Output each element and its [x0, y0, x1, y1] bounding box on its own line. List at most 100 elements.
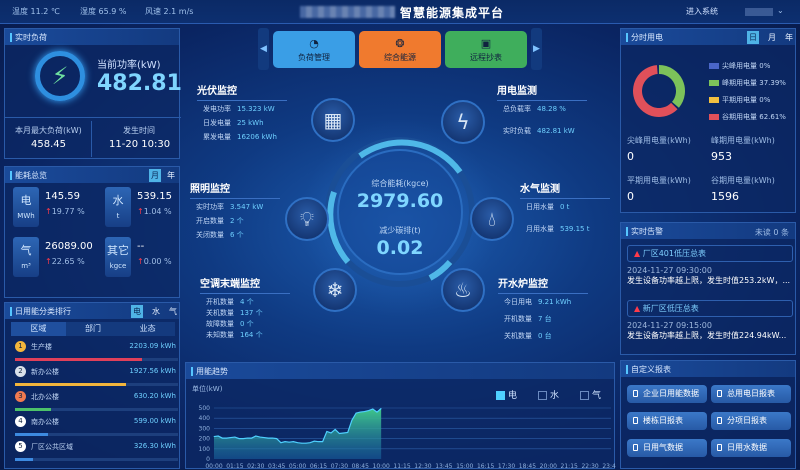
pv-monitor-row: 日发电量 25 kWh	[203, 119, 264, 127]
report-button[interactable]: 企业日用能数据	[627, 385, 707, 403]
ac-monitor-row: 开机数量 4 个	[206, 298, 254, 306]
document-icon	[717, 444, 722, 451]
carbon-value: 0.02	[376, 237, 424, 259]
tab-month[interactable]: 月	[768, 33, 776, 42]
trend-chart: 0 100 200 300 400 500 00:00 01:15 02:30 03:45 05:0…	[199, 405, 616, 470]
current-power-value: 482.81	[97, 71, 182, 96]
legend-water[interactable]: 水	[538, 388, 559, 401]
panel-title: 实时负荷	[15, 32, 47, 42]
occur-time-value: 11-20 10:30	[109, 139, 171, 150]
x-tick-label: 15:00	[456, 463, 473, 470]
energy-value: 539.15	[137, 191, 172, 202]
ranking-row[interactable]: 3 北办公楼 630.20 kWh	[13, 389, 178, 413]
subtab-department[interactable]: 部门	[85, 324, 101, 333]
trend-point	[221, 437, 223, 439]
subtab-area[interactable]: 区域	[11, 322, 66, 336]
user-name[interactable]	[745, 8, 773, 16]
trend-point	[376, 411, 378, 413]
report-button[interactable]: 楼栋日报表	[627, 412, 707, 430]
prev-arrow-button[interactable]: ◀	[258, 28, 269, 70]
document-icon	[717, 390, 722, 397]
trend-point	[338, 433, 340, 434]
ranking-panel: 日用能分类排行 电 水 气 区域 部门 业态 1 生产楼 2203.09 kWh…	[4, 302, 180, 469]
ranking-bar	[15, 383, 126, 386]
subtab-business[interactable]: 业态	[139, 324, 156, 333]
energy-change: ↑22.65 %	[45, 257, 85, 266]
trend-point	[364, 411, 365, 412]
nav-button[interactable]: ◔ 负荷管理	[273, 31, 355, 68]
total-energy-value: 2979.60	[356, 190, 444, 212]
x-tick-label: 17:30	[498, 463, 515, 470]
power-monitor-title: 用电监测	[497, 82, 587, 101]
realtime-load-panel: 实时负荷 ⚡ 当前功率(kW) 482.81 本月最大负荷(kW) 458.45…	[4, 28, 182, 159]
enter-system-link[interactable]: 进入系统	[686, 7, 718, 16]
lighting-monitor-row: 开启数量 2 个	[196, 217, 244, 225]
legend-electric[interactable]: 电	[496, 388, 517, 401]
tab-month[interactable]: 月	[149, 169, 161, 182]
trend-area	[214, 408, 382, 459]
trend-point	[217, 435, 219, 437]
tab-day[interactable]: 日	[747, 31, 759, 44]
water-drop-icon: 💧︎	[470, 197, 514, 241]
tou-legend-item: 平期用电量 0%	[709, 95, 770, 105]
rank-badge-icon: 5	[15, 441, 26, 452]
carbon-label: 减少碳排(t)	[379, 226, 421, 235]
report-button[interactable]: 日用气数据	[627, 439, 707, 457]
tou-legend-item: 峰期用电量 37.39%	[709, 78, 786, 88]
water-boiler-icon: ♨	[441, 268, 485, 312]
tab-water[interactable]: 水	[152, 307, 160, 316]
water-monitor-row: 月用水量 539.15 t	[526, 225, 590, 233]
legend-gas[interactable]: 气	[580, 388, 601, 401]
tou-stat: 平期用电量(kWh) 0	[627, 176, 691, 203]
tou-legend-item: 尖峰用电量 0%	[709, 61, 770, 71]
alarm-item[interactable]: ▲ 新厂区低压总表 2024-11-27 09:15:00 发生设备功率越上限，发生…	[627, 300, 793, 341]
energy-icon: ❂	[395, 37, 405, 50]
trend-point	[280, 442, 282, 444]
tab-gas[interactable]: 气	[169, 307, 177, 316]
x-tick-label: 12:30	[414, 463, 431, 470]
panel-title: 日用能分类排行	[15, 306, 71, 316]
ranking-row[interactable]: 2 新办公楼 1927.56 kWh	[13, 364, 178, 388]
unit-label: 单位(kW)	[192, 385, 223, 393]
x-tick-label: 00:00	[205, 463, 222, 470]
trend-point	[351, 419, 353, 421]
trend-point	[226, 437, 227, 439]
trend-point	[247, 437, 248, 439]
tab-year[interactable]: 年	[167, 171, 175, 180]
boiler-monitor-row: 关机数量 0 台	[504, 332, 552, 340]
next-arrow-button[interactable]: ▶	[531, 28, 542, 70]
ranking-row[interactable]: 5 厂区公共区域 326.30 kWh	[13, 439, 178, 463]
energy-change: ↑0.00 %	[137, 257, 172, 266]
report-button[interactable]: 分项日报表	[711, 412, 791, 430]
alarm-item[interactable]: ▲ 厂区401低压总表 2024-11-27 09:30:00 发生设备功率越上限，…	[627, 245, 793, 286]
x-tick-label: 22:30	[581, 463, 598, 470]
trend-point	[355, 412, 357, 414]
tab-electric[interactable]: 电	[131, 305, 143, 318]
nav-button[interactable]: ▣ 远程抄表	[445, 31, 527, 68]
report-button[interactable]: 日用水数据	[711, 439, 791, 457]
ranking-row[interactable]: 1 生产楼 2203.09 kWh	[13, 339, 178, 363]
temperature: 温度 11.2 ℃	[12, 7, 60, 16]
tab-year[interactable]: 年	[785, 33, 793, 42]
trend-point	[230, 437, 232, 438]
energy-tile: 电 MWh	[13, 187, 39, 227]
rank-badge-icon: 4	[15, 416, 26, 427]
x-tick-label: 21:15	[561, 463, 578, 470]
x-tick-label: 13:45	[435, 463, 452, 470]
report-button[interactable]: 总用电日报表	[711, 385, 791, 403]
x-tick-label: 07:30	[331, 463, 348, 470]
ranking-row[interactable]: 4 南办公楼 599.00 kWh	[13, 414, 178, 438]
trend-point	[288, 441, 290, 443]
chevron-down-icon[interactable]: ⌄	[777, 6, 784, 15]
trend-point	[380, 408, 382, 409]
donut-slice	[633, 65, 678, 117]
energy-tile: 气 m³	[13, 237, 39, 277]
nav-button[interactable]: ❂ 综合能源	[359, 31, 441, 68]
ac-monitor-title: 空调末端监控	[200, 275, 290, 294]
trend-point	[272, 437, 273, 439]
air-conditioner-icon: ❄	[313, 268, 357, 312]
trend-point	[284, 441, 286, 443]
y-tick-label: 200	[199, 436, 211, 443]
donut-slice	[659, 65, 685, 108]
